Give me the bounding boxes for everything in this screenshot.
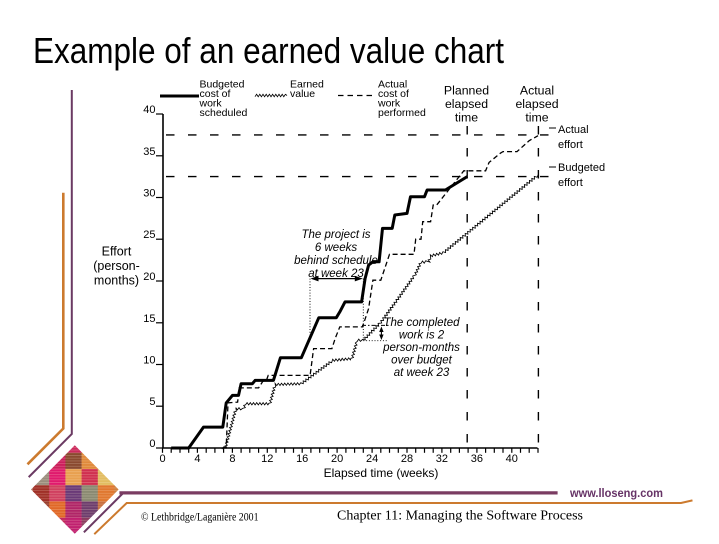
svg-text:at week 23: at week 23 [394,367,450,379]
svg-text:0: 0 [149,438,155,450]
svg-text:elapsed: elapsed [515,97,558,111]
svg-text:25: 25 [143,229,155,241]
svg-text:behind schedule: behind schedule [294,255,378,267]
svg-text:8: 8 [229,453,235,465]
svg-text:16: 16 [296,453,308,465]
svg-text:40: 40 [506,453,518,465]
svg-text:Actual: Actual [520,84,554,98]
svg-text:4: 4 [194,453,200,465]
svg-text:effort: effort [558,177,583,189]
svg-text:elapsed: elapsed [445,97,488,111]
svg-text:work: work [199,97,223,109]
svg-text:The project is: The project is [301,229,370,241]
svg-text:over budget: over budget [391,355,453,367]
svg-text:20: 20 [143,271,155,283]
svg-text:32: 32 [436,453,448,465]
svg-text:Budgeted: Budgeted [200,78,245,90]
svg-text:30: 30 [143,188,155,200]
svg-text:(person-: (person- [93,259,140,273]
svg-text:© Lethbridge/Laganière 2001: © Lethbridge/Laganière 2001 [141,512,259,524]
svg-text:value: value [290,88,315,100]
svg-text:www.lloseng.com: www.lloseng.com [569,486,663,500]
svg-text:cost of: cost of [200,88,231,100]
svg-text:time: time [525,111,548,125]
svg-text:The completed: The completed [383,317,460,329]
svg-text:work is 2: work is 2 [399,330,445,342]
svg-text:person-months: person-months [382,342,460,354]
svg-text:6 weeks: 6 weeks [315,242,357,254]
svg-text:Example of an earned value cha: Example of an earned value chart [33,30,504,71]
svg-text:36: 36 [471,453,483,465]
svg-text:Effort: Effort [102,245,132,259]
svg-text:10: 10 [143,355,155,367]
svg-text:work: work [377,97,401,109]
svg-text:at week 23: at week 23 [308,268,364,280]
svg-text:Budgeted: Budgeted [558,162,605,174]
svg-text:40: 40 [143,104,155,116]
svg-text:months): months) [94,274,139,288]
svg-text:28: 28 [401,453,413,465]
svg-text:Actual: Actual [378,78,407,90]
svg-text:Chapter 11: Managing the Softw: Chapter 11: Managing the Software Proces… [337,509,583,524]
svg-text:effort: effort [558,139,583,151]
svg-text:5: 5 [149,396,155,408]
svg-text:Actual: Actual [558,124,589,136]
svg-text:Earned: Earned [290,78,324,90]
svg-text:Planned: Planned [444,84,489,98]
svg-text:12: 12 [261,453,273,465]
svg-text:performed: performed [378,107,426,119]
svg-text:0: 0 [159,453,165,465]
svg-text:24: 24 [366,453,378,465]
svg-text:cost of: cost of [378,88,409,100]
svg-text:Elapsed time (weeks): Elapsed time (weeks) [324,466,439,480]
svg-text:15: 15 [143,313,155,325]
svg-text:20: 20 [331,453,343,465]
svg-text:scheduled: scheduled [200,107,248,119]
svg-text:time: time [455,111,478,125]
svg-text:35: 35 [143,146,155,158]
